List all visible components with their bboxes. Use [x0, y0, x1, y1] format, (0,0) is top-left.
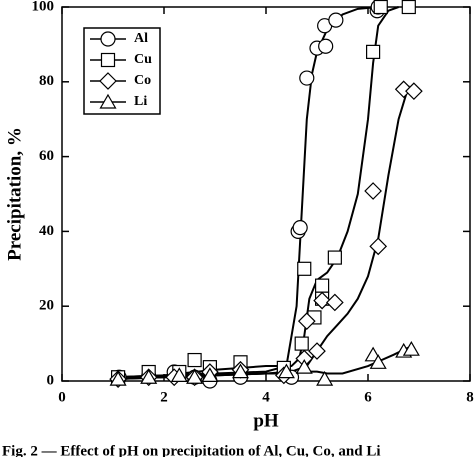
legend-marker: [100, 52, 116, 68]
marker: [308, 342, 326, 360]
marker: [187, 352, 202, 368]
legend-marker: [99, 72, 117, 90]
marker: [369, 237, 388, 256]
y-tick-label: 20: [39, 298, 54, 314]
marker: [401, 0, 416, 15]
marker: [373, 0, 388, 15]
x-tick-label: 0: [58, 389, 66, 405]
y-tick-label: 0: [47, 372, 55, 388]
marker: [295, 358, 313, 374]
marker: [186, 369, 204, 384]
marker: [140, 369, 158, 384]
marker: [369, 354, 387, 369]
legend-label: Al: [134, 31, 148, 46]
marker: [292, 220, 308, 236]
marker: [315, 278, 330, 293]
x-tick-label: 8: [466, 389, 474, 405]
marker: [366, 44, 381, 59]
y-tick-label: 100: [32, 0, 55, 14]
y-tick-label: 80: [39, 73, 54, 89]
fit-curve: [112, 85, 410, 381]
marker: [299, 70, 315, 86]
marker: [318, 38, 334, 54]
legend-label: Li: [134, 94, 147, 109]
marker: [297, 312, 316, 331]
legend-marker: [99, 93, 117, 109]
x-tick-label: 4: [262, 389, 270, 405]
marker: [402, 341, 420, 356]
marker: [405, 82, 423, 100]
fit-curve: [112, 346, 410, 381]
x-tick-label: 2: [160, 389, 168, 405]
marker: [328, 12, 344, 28]
marker: [294, 336, 309, 351]
y-tick-label: 60: [39, 148, 54, 164]
marker: [364, 182, 382, 200]
marker: [201, 367, 219, 382]
legend-marker: [100, 31, 116, 47]
marker: [316, 370, 334, 386]
y-axis-label: Precipitation, %: [4, 127, 25, 261]
marker: [327, 250, 342, 265]
legend-label: Co: [134, 73, 151, 88]
legend-frame: [83, 27, 161, 115]
legend-label: Cu: [134, 52, 152, 67]
y-tick-label: 40: [39, 223, 54, 239]
x-axis-label: pH: [253, 410, 279, 431]
marker: [297, 261, 312, 276]
marker: [277, 363, 295, 379]
marker: [313, 291, 331, 310]
marker: [170, 367, 188, 382]
marker: [231, 363, 250, 379]
x-tick-label: 6: [364, 389, 372, 405]
marker: [109, 370, 127, 386]
caption: Fig. 2 — Effect of pH on precipitation o…: [2, 443, 381, 457]
marker: [326, 293, 344, 312]
